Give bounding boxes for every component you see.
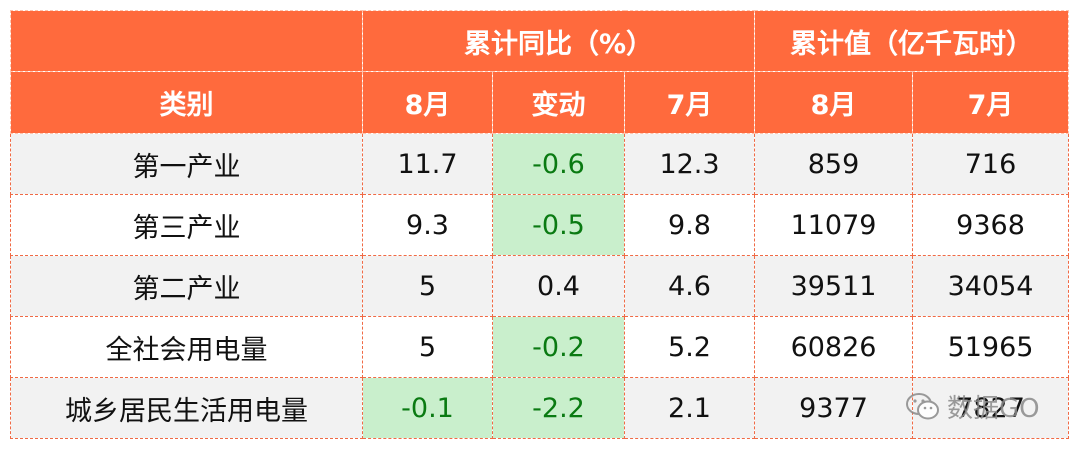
yoy-change-cell: -0.5: [492, 194, 625, 256]
cum-aug-cell: 60826: [754, 316, 914, 378]
yoy-change-cell: 0.4: [492, 255, 625, 317]
yoy-aug-cell: -0.1: [362, 377, 493, 439]
yoy-jul-cell: 5.2: [623, 316, 756, 378]
cum-jul-column-header: 7月: [912, 71, 1070, 134]
yoy-jul-cell: 9.8: [623, 194, 756, 256]
yoy-jul-cell: 4.6: [623, 255, 756, 317]
category-column-header: 类别: [10, 71, 363, 134]
yoy-change-cell: -0.2: [492, 316, 625, 378]
category-cell: 第三产业: [10, 194, 363, 256]
table-row: 第二产业 5 0.4 4.6 39511 34054: [10, 255, 1070, 317]
yoy-aug-cell: 9.3: [362, 194, 493, 256]
cum-jul-cell: 51965: [912, 316, 1070, 378]
table-body: 第一产业 11.7 -0.6 12.3 859 716 第三产业 9.3 -0.…: [10, 133, 1070, 439]
cum-aug-cell: 11079: [754, 194, 914, 256]
cum-aug-cell: 39511: [754, 255, 914, 317]
yoy-aug-column-header: 8月: [362, 71, 493, 134]
group-header-row: 累计同比（%） 累计值（亿千瓦时）: [10, 10, 1070, 72]
watermark: 数据GO: [905, 388, 1040, 425]
column-header-row: 类别 8月 变动 7月 8月 7月: [10, 71, 1070, 134]
table-row: 第一产业 11.7 -0.6 12.3 859 716: [10, 133, 1070, 195]
cum-aug-column-header: 8月: [754, 71, 914, 134]
yoy-jul-cell: 2.1: [623, 377, 756, 439]
category-cell: 城乡居民生活用电量: [10, 377, 363, 439]
cum-aug-cell: 9377: [754, 377, 914, 439]
yoy-aug-cell: 5: [362, 255, 493, 317]
yoy-jul-column-header: 7月: [623, 71, 756, 134]
watermark-text: 数据GO: [947, 394, 1040, 424]
table-row: 城乡居民生活用电量 -0.1 -2.2 2.1 9377 7827: [10, 377, 1070, 439]
table-row: 第三产业 9.3 -0.5 9.8 11079 9368: [10, 194, 1070, 256]
blank-header-cell: [10, 10, 363, 72]
cum-aug-cell: 859: [754, 133, 914, 195]
yoy-aug-cell: 11.7: [362, 133, 493, 195]
yoy-change-column-header: 变动: [492, 71, 625, 134]
cum-jul-cell: 716: [912, 133, 1070, 195]
cumulative-group-header: 累计值（亿千瓦时）: [754, 10, 1070, 72]
yoy-group-header: 累计同比（%）: [361, 10, 756, 72]
table-row: 全社会用电量 5 -0.2 5.2 60826 51965: [10, 316, 1070, 378]
cum-jul-cell: 34054: [912, 255, 1070, 317]
category-cell: 第二产业: [10, 255, 363, 317]
yoy-change-cell: -0.6: [492, 133, 625, 195]
yoy-aug-cell: 5: [362, 316, 493, 378]
wechat-icon: [905, 392, 941, 422]
category-cell: 第一产业: [10, 133, 363, 195]
yoy-change-cell: -2.2: [492, 377, 625, 439]
cum-jul-cell: 9368: [912, 194, 1070, 256]
electricity-consumption-table: 累计同比（%） 累计值（亿千瓦时） 类别 8月 变动 7月 8月 7月 第一产业…: [10, 10, 1070, 439]
category-cell: 全社会用电量: [10, 316, 363, 378]
yoy-jul-cell: 12.3: [623, 133, 756, 195]
